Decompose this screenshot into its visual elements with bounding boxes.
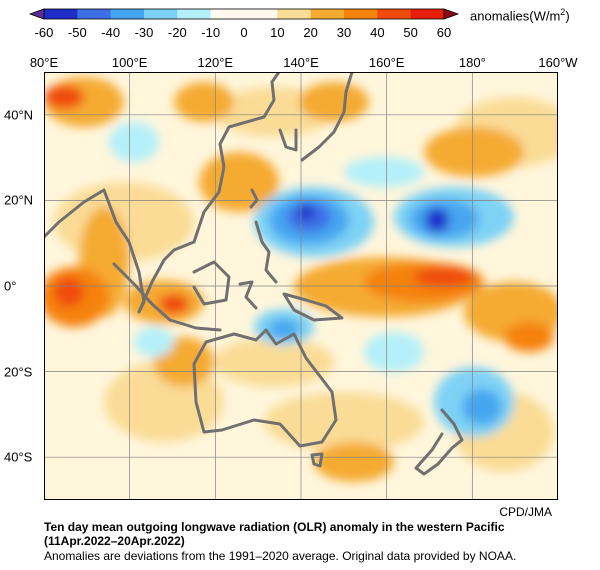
colorbar-segment [177,9,211,19]
colorbar-tick-label: 30 [336,25,352,40]
colorbar-segment [277,9,311,19]
colorbar-tick-label: 60 [436,25,452,40]
colorbar-tick-label: 40 [370,25,385,40]
new-zealand-coastline [414,408,464,476]
sumatra-coastline [112,262,172,322]
graticule [44,72,558,500]
map-frame [44,72,558,500]
latitude-label: 20°S [4,364,33,380]
longitude-label: 180° [458,55,486,70]
latitude-label: 20°N [4,192,34,208]
credit-label: CPD/JMA [499,505,552,519]
new-guinea-coastline [282,292,344,322]
longitude-label: 100°E [111,55,148,70]
colorbar-units-label: anomalies(W/m2) [470,7,570,24]
borneo-coastline [192,260,231,306]
longitude-label: 160°E [368,55,405,70]
map-title: Ten day mean outgoing longwave radiation… [44,520,505,548]
latitude-label: 40°N [4,107,34,123]
coastlines [44,72,464,476]
colorbar-tick-label: -50 [67,25,87,40]
japan-coastline [300,72,354,162]
colorbar-tick-label: 50 [403,25,418,40]
java-coastline [168,318,222,332]
colorbar-segment [77,9,111,19]
colorbar-tick-label: 10 [270,25,285,40]
olr-anomaly-map [44,72,558,500]
colorbar-segment [244,9,278,19]
longitude-label: 140°E [283,55,319,70]
colorbar-tick-label: -40 [101,25,121,40]
korea-coastline [278,128,298,152]
colorbar-right-arrow [443,8,460,20]
sulawesi-coastline [238,280,258,310]
colorbar-segment [44,9,78,19]
colorbar-segment [110,9,145,19]
tasmania-coastline [310,452,324,468]
colorbar-segment [310,9,345,19]
colorbar-segment [344,9,378,19]
map-title-line2: (11Apr.2022–20Apr.2022) [44,534,185,548]
colorbar-segment [410,9,445,19]
colorbar [28,8,460,20]
map-note: Anomalies are deviations from the 1991–2… [44,549,517,563]
colorbar-segment [210,9,245,19]
longitude-label: 80°E [29,55,59,70]
colorbar-tick-label: 0 [240,25,248,40]
colorbar-segment [144,9,178,19]
longitude-label: 120°E [197,55,234,70]
colorbar-tick-label: -60 [34,25,54,40]
colorbar-tick-label: -30 [134,25,154,40]
asia-coastline [44,72,281,314]
longitude-label: 160°W [538,55,578,70]
latitude-label: 40°S [4,449,33,465]
philippines-coastline [254,220,278,284]
latitude-label: 0° [4,278,17,294]
colorbar-tick-label: 20 [303,25,318,40]
australia-coastline [192,328,338,448]
colorbar-left-arrow [28,8,45,20]
colorbar-tick-label: -20 [167,25,187,40]
taiwan-coastline [249,188,259,209]
map-title-line1: Ten day mean outgoing longwave radiation… [44,520,505,534]
colorbar-segment [377,9,411,19]
colorbar-tick-label: -10 [201,25,221,40]
